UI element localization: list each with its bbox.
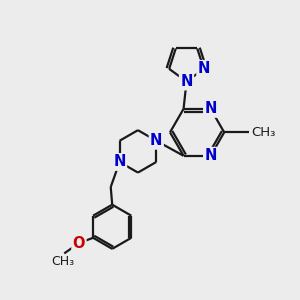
Text: N: N <box>205 148 217 163</box>
Text: N: N <box>198 61 210 76</box>
Text: CH₃: CH₃ <box>252 126 276 139</box>
Text: N: N <box>205 101 217 116</box>
Text: N: N <box>150 133 163 148</box>
Text: N: N <box>113 154 126 169</box>
Text: N: N <box>180 74 193 89</box>
Text: CH₃: CH₃ <box>51 255 74 268</box>
Text: O: O <box>73 236 85 250</box>
